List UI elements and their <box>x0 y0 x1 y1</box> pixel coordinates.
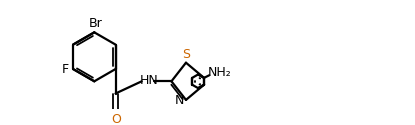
Text: NH₂: NH₂ <box>208 66 232 79</box>
Text: N: N <box>175 94 185 107</box>
Text: S: S <box>182 48 190 61</box>
Text: F: F <box>62 62 69 76</box>
Text: O: O <box>112 113 121 125</box>
Text: HN: HN <box>140 74 159 87</box>
Text: Br: Br <box>89 17 103 30</box>
